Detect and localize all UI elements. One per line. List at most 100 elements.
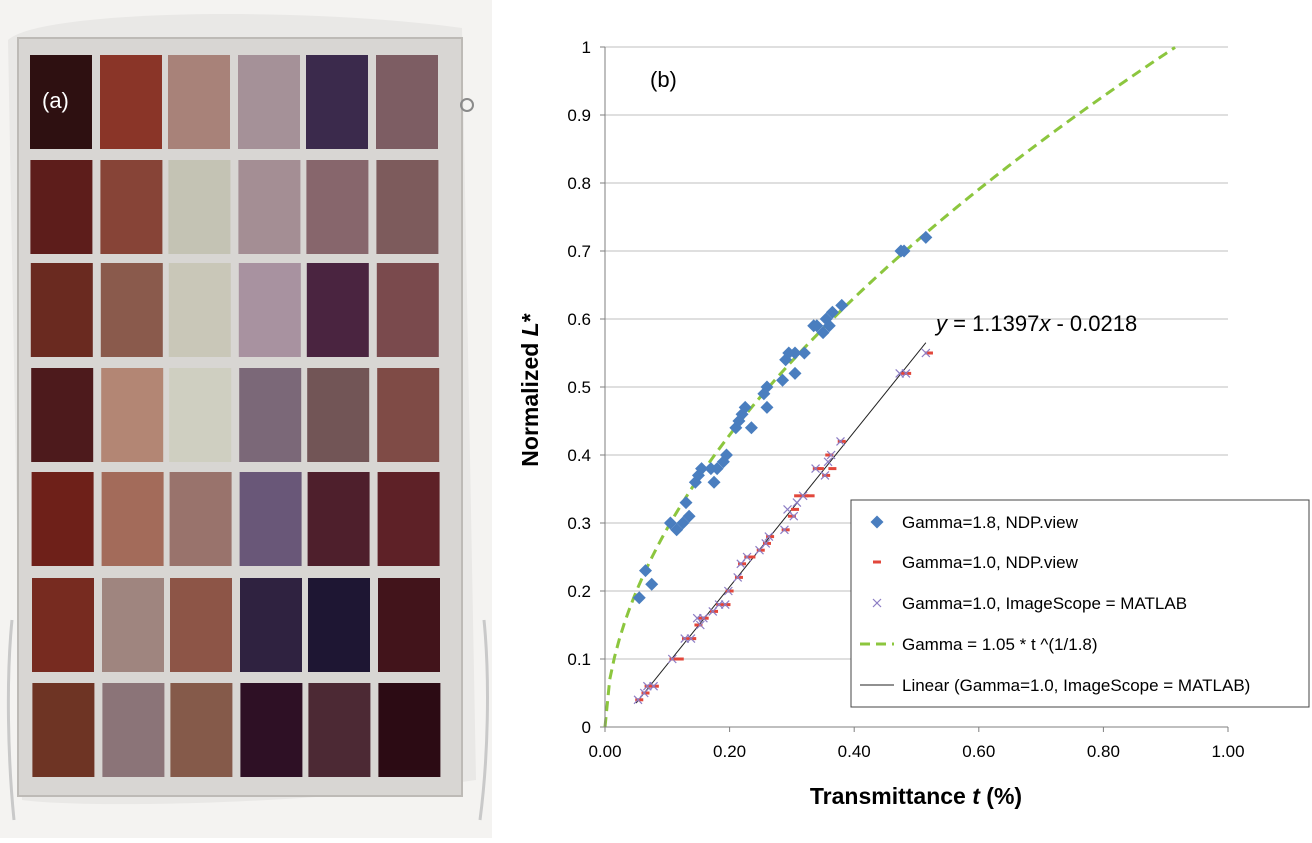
y-tick-label: 0.1 (567, 650, 591, 669)
point-gamma10-ndp (725, 589, 734, 593)
y-tick-label: 0.8 (567, 174, 591, 193)
color-calibration-slide: (a) (0, 0, 492, 838)
point-gamma10-imagescope (723, 586, 733, 596)
point-gamma18 (760, 400, 774, 414)
x-tick-label: 0.80 (1087, 742, 1120, 761)
point-gamma10-ndp (738, 562, 747, 566)
color-swatch (306, 55, 368, 149)
color-swatch (307, 368, 370, 462)
color-swatch (31, 472, 94, 566)
point-gamma10-imagescope-stroke (921, 348, 931, 358)
color-swatch (308, 578, 370, 672)
y-tick-label: 0.6 (567, 310, 591, 329)
point-gamma10-ndp (822, 473, 831, 477)
x-tick-label: 0.40 (838, 742, 871, 761)
point-gamma10-imagescope (680, 634, 690, 644)
point-gamma10-imagescope-stroke (895, 368, 905, 378)
color-swatch (102, 578, 164, 672)
point-gamma18 (676, 516, 690, 530)
legend: Gamma=1.8, NDP.view Gamma=1.0, NDP.view … (850, 499, 1310, 708)
color-swatch (168, 55, 230, 149)
point-gamma18 (688, 475, 702, 489)
point-gamma10-ndp (825, 453, 834, 457)
point-gamma18 (797, 346, 811, 360)
color-swatch (169, 368, 232, 462)
point-gamma18 (810, 319, 824, 333)
y-axis-title-tail: * (517, 313, 543, 322)
point-gamma10-imagescope-stroke (639, 688, 649, 698)
point-gamma18 (835, 298, 849, 312)
y-axis-title-italic: L (517, 322, 543, 336)
color-swatch (376, 263, 439, 357)
color-swatch (306, 160, 369, 254)
point-gamma10-imagescope (699, 613, 708, 623)
color-swatch (240, 578, 302, 672)
color-swatch (308, 683, 371, 777)
legend-symbol-gamma18 (870, 515, 884, 529)
x-tick-label: 0.20 (713, 742, 746, 761)
legend-label-fit-curve: Gamma = 1.05 * t ^(1/1.8) (902, 635, 1098, 654)
photo-panel-a: (a) (0, 0, 492, 838)
color-swatch (239, 472, 302, 566)
point-gamma10-imagescope-stroke (761, 538, 771, 548)
point-gamma10-imagescope (642, 681, 652, 691)
point-gamma18 (695, 462, 709, 476)
point-gamma10-imagescope (820, 470, 830, 480)
legend-label-linear: Linear (Gamma=1.0, ImageScope = MATLAB) (902, 676, 1250, 695)
point-gamma10-ndp (837, 439, 846, 443)
point-gamma10-imagescope-stroke (811, 464, 820, 474)
point-gamma10-ndp (815, 467, 824, 471)
point-gamma10-imagescope-stroke (686, 634, 696, 644)
point-gamma10-ndp (681, 637, 690, 641)
point-gamma10-imagescope (811, 464, 820, 474)
regression-equation-coef: = 1.1397 (947, 311, 1039, 336)
point-gamma10-imagescope (895, 368, 905, 378)
point-gamma10-ndp (766, 535, 775, 539)
regression-equation-y: y (934, 311, 949, 336)
point-gamma10-imagescope-stroke (798, 491, 808, 501)
point-gamma10-imagescope (639, 688, 649, 698)
point-gamma10-imagescope-stroke (789, 511, 799, 521)
point-gamma10-imagescope (901, 368, 911, 378)
point-gamma10-ndp (747, 555, 756, 559)
color-swatch (238, 160, 301, 254)
swatch-grid (30, 55, 441, 777)
point-gamma18 (760, 380, 774, 394)
point-gamma10-imagescope-stroke (733, 572, 743, 582)
x-axis-title-main: Transmittance (810, 783, 972, 809)
point-gamma10-imagescope (720, 600, 730, 610)
point-gamma18 (897, 244, 911, 258)
point-gamma18 (679, 496, 693, 510)
point-gamma10-ndp (710, 609, 719, 613)
axes (604, 47, 1228, 728)
point-gamma10-ndp (635, 698, 644, 702)
point-gamma18 (738, 400, 752, 414)
color-swatch (376, 160, 439, 254)
y-tick-label: 0.7 (567, 242, 591, 261)
legend-symbols (860, 515, 894, 686)
color-swatch (168, 263, 231, 357)
point-gamma10-ndp (806, 494, 815, 498)
y-tick-label: 1 (582, 38, 591, 57)
series-gamma10-ndpview (635, 351, 933, 702)
point-gamma18 (816, 326, 830, 340)
point-gamma18 (776, 373, 790, 387)
point-gamma10-imagescope-stroke (667, 654, 677, 664)
legend-symbol-gamma10-ndp (873, 560, 881, 564)
point-gamma18 (632, 591, 646, 605)
linear-trendline (635, 342, 927, 704)
y-axis-title: Normalized L* (517, 313, 543, 466)
x-tick-label: 1.00 (1211, 742, 1244, 761)
point-gamma18 (822, 319, 836, 333)
point-gamma10-ndp (641, 691, 650, 695)
point-gamma18 (638, 564, 652, 578)
point-gamma10-ndp (781, 528, 790, 532)
panel-b-label: (b) (650, 67, 677, 92)
point-gamma10-imagescope-stroke (649, 681, 659, 691)
point-gamma18 (682, 509, 696, 523)
y-tick-label: 0 (582, 718, 591, 737)
point-gamma10-imagescope (686, 634, 696, 644)
point-gamma10-imagescope-stroke (695, 620, 705, 630)
slide-edge-left (6, 619, 16, 821)
color-swatch (30, 55, 92, 149)
